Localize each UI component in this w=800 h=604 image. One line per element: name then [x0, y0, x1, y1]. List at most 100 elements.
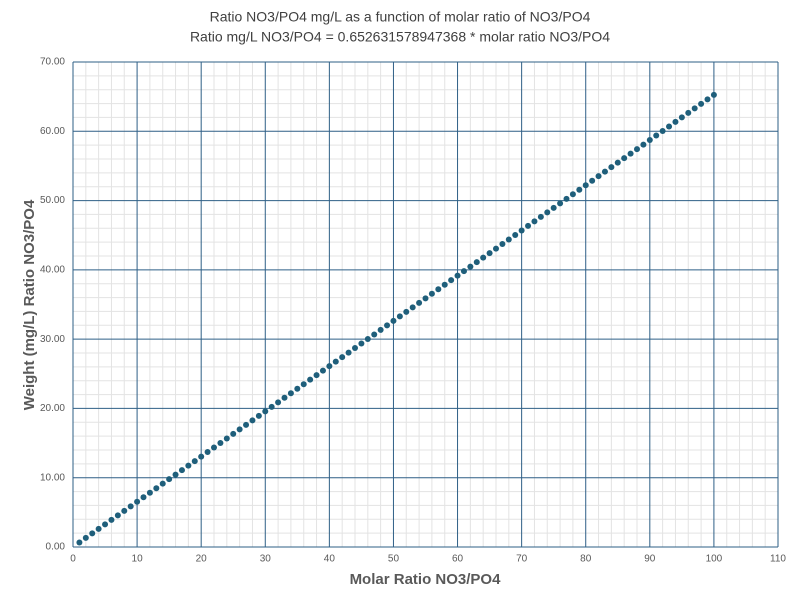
point	[608, 164, 615, 171]
y-tick-label: 40.00	[40, 264, 65, 275]
point	[505, 236, 512, 243]
point	[249, 417, 256, 424]
point	[435, 286, 442, 293]
point	[569, 191, 576, 198]
point	[371, 331, 378, 338]
x-tick-label: 20	[196, 554, 208, 565]
point	[211, 444, 217, 451]
point	[326, 363, 333, 370]
point	[640, 141, 647, 148]
point	[537, 213, 544, 220]
y-tick-label: 70.00	[40, 57, 65, 68]
point	[127, 503, 134, 510]
point	[172, 471, 179, 478]
point	[525, 222, 532, 229]
point	[473, 259, 480, 266]
x-tick-label: 50	[388, 554, 400, 565]
point	[589, 177, 596, 184]
point	[300, 381, 307, 388]
point	[230, 430, 237, 437]
point	[281, 394, 288, 401]
point	[627, 150, 634, 157]
point	[601, 168, 608, 175]
point	[698, 100, 705, 107]
point	[653, 132, 660, 139]
y-tick-label: 60.00	[40, 126, 65, 137]
x-tick-label: 10	[132, 554, 144, 565]
point	[102, 521, 109, 528]
point	[339, 354, 346, 361]
point	[614, 159, 621, 166]
point	[307, 376, 314, 383]
point	[704, 96, 711, 103]
point	[364, 336, 371, 343]
point	[268, 403, 275, 410]
point	[352, 345, 358, 352]
x-tick-label: 90	[644, 554, 656, 565]
chart-subtitle: Ratio mg/L NO3/PO4 = 0.652631578947368 *…	[190, 29, 610, 45]
point	[486, 250, 493, 257]
point	[428, 290, 435, 297]
point	[512, 232, 519, 239]
point	[255, 412, 262, 419]
point	[460, 268, 467, 275]
point	[646, 137, 653, 144]
point	[159, 480, 166, 487]
point	[441, 281, 448, 288]
point	[685, 109, 692, 116]
point	[358, 340, 365, 347]
point	[178, 467, 185, 474]
x-tick-label: 40	[324, 554, 336, 565]
x-tick-label: 0	[70, 554, 76, 565]
point	[313, 372, 320, 379]
point	[691, 105, 698, 112]
y-tick-label: 10.00	[40, 472, 65, 483]
point	[236, 426, 243, 433]
point	[217, 440, 224, 447]
point	[678, 114, 685, 121]
x-tick-label: 30	[260, 554, 272, 565]
chart-title: Ratio NO3/PO4 mg/L as a function of mola…	[210, 9, 591, 25]
point	[659, 128, 666, 135]
point	[396, 313, 403, 320]
point	[345, 349, 352, 356]
point	[76, 539, 83, 546]
point	[384, 322, 391, 329]
point	[544, 209, 551, 216]
point	[191, 458, 198, 465]
point	[493, 245, 499, 252]
point	[563, 195, 570, 202]
y-tick-label: 50.00	[40, 195, 65, 206]
point	[82, 534, 89, 541]
point	[319, 367, 326, 374]
point	[480, 254, 487, 261]
y-axis-title: Weight (mg/L) Ratio NO3/PO4	[21, 199, 38, 410]
point	[518, 227, 525, 234]
point	[666, 123, 673, 130]
point	[153, 485, 160, 492]
point	[621, 155, 628, 162]
point	[550, 204, 557, 211]
point	[89, 530, 96, 537]
point	[499, 241, 506, 248]
point	[422, 295, 429, 302]
point	[262, 408, 269, 415]
point	[108, 516, 115, 523]
point	[146, 489, 153, 496]
point	[557, 200, 564, 207]
point	[114, 512, 121, 519]
point	[582, 182, 589, 189]
x-tick-label: 70	[516, 554, 528, 565]
point	[243, 421, 250, 428]
point	[204, 449, 211, 456]
point	[198, 453, 205, 460]
point	[403, 308, 410, 315]
point	[166, 476, 173, 483]
y-tick-label: 0.00	[46, 542, 66, 553]
point	[710, 91, 717, 98]
x-tick-label: 60	[452, 554, 464, 565]
point	[287, 390, 294, 397]
point	[448, 277, 455, 284]
